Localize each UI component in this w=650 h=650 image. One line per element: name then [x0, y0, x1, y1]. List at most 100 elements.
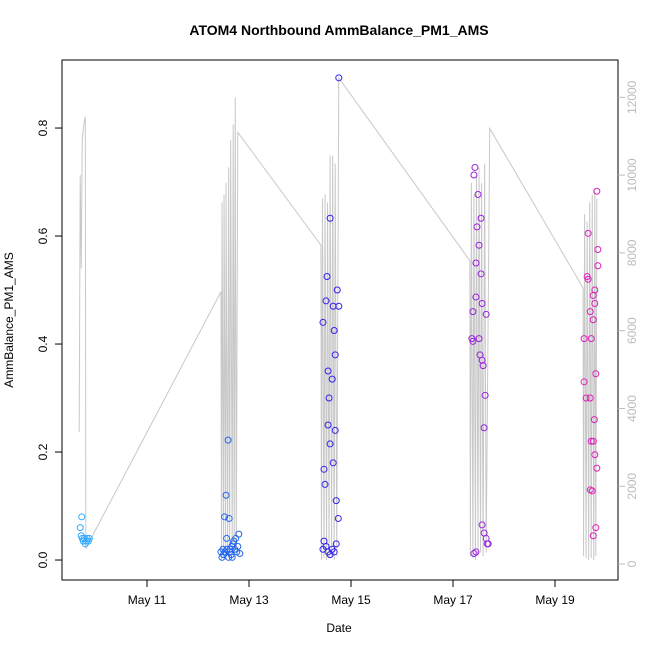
data-point — [582, 394, 590, 402]
plot-frame — [61, 59, 619, 581]
data-point — [332, 540, 340, 548]
data-point — [320, 465, 328, 473]
data-point — [324, 367, 332, 375]
y-tick-label: 0.4 — [36, 335, 50, 352]
x-axis-label: Date — [326, 621, 352, 635]
y-tick-label: 0.6 — [36, 227, 50, 244]
data-point — [592, 524, 600, 532]
y2-tick-label: 2000 — [625, 473, 639, 500]
x-tick-label: May 13 — [229, 593, 269, 607]
data-point — [470, 550, 478, 558]
x-tick-label: May 15 — [331, 593, 371, 607]
data-point — [594, 262, 602, 270]
data-point — [76, 524, 84, 532]
data-point — [328, 375, 336, 383]
x-tick-label: May 19 — [535, 593, 575, 607]
data-point — [326, 440, 334, 448]
data-point — [475, 335, 483, 343]
data-point — [221, 513, 229, 521]
data-point — [235, 530, 243, 538]
x-tick-label: May 11 — [128, 593, 167, 607]
data-point — [472, 259, 480, 267]
data-point — [478, 521, 486, 529]
data-point — [469, 337, 477, 345]
data-point — [580, 335, 588, 343]
data-point — [477, 214, 485, 222]
data-point — [580, 378, 588, 386]
data-point — [593, 187, 601, 195]
data-point — [480, 424, 488, 432]
data-point — [331, 426, 339, 434]
data-point — [225, 514, 233, 522]
y2-tick-label: 8000 — [625, 239, 639, 266]
data-point — [479, 362, 487, 370]
data-point — [469, 308, 477, 316]
data-point — [224, 436, 232, 444]
data-point — [475, 241, 483, 249]
data-point — [588, 487, 596, 495]
data-point — [589, 437, 597, 445]
data-point — [590, 416, 598, 424]
data-point — [589, 532, 597, 540]
data-point — [592, 370, 600, 378]
data-point — [333, 286, 341, 294]
data-point — [331, 351, 339, 359]
data-point — [324, 421, 332, 429]
data-point — [586, 394, 594, 402]
y-axis-label: AmmBalance_PM1_AMS — [2, 252, 16, 387]
data-point — [589, 316, 597, 324]
data-point — [222, 491, 230, 499]
data-point — [228, 553, 236, 561]
data-point — [587, 437, 595, 445]
data-point — [330, 327, 338, 335]
data-point — [584, 229, 592, 237]
y-tick-label: 0.8 — [36, 119, 50, 136]
data-point — [473, 223, 481, 231]
data-point — [472, 293, 480, 301]
data-point — [586, 308, 594, 316]
data-point — [591, 451, 599, 459]
data-point — [330, 548, 338, 556]
data-point — [481, 391, 489, 399]
y2-tick-label: 0 — [625, 560, 639, 567]
data-point — [335, 302, 343, 310]
data-point — [78, 513, 86, 521]
data-point — [478, 300, 486, 308]
y2-tick-label: 10000 — [625, 158, 639, 192]
data-point — [329, 459, 337, 467]
data-point — [223, 534, 231, 542]
data-point — [319, 318, 327, 326]
data-point — [85, 534, 93, 542]
y-tick-label: 0.2 — [36, 443, 50, 460]
data-point — [323, 273, 331, 281]
data-point — [234, 543, 242, 551]
data-point — [474, 190, 482, 198]
chart-title: ATOM4 Northbound AmmBalance_PM1_AMS — [189, 22, 488, 38]
data-point — [589, 291, 597, 299]
y-tick-label: 0.0 — [36, 551, 50, 568]
data-point — [594, 246, 602, 254]
data-point — [591, 300, 599, 308]
data-point — [470, 171, 478, 179]
y2-tick-label: 4000 — [625, 395, 639, 422]
y2-tick-label: 6000 — [625, 317, 639, 344]
x-tick-label: May 17 — [433, 593, 473, 607]
data-point — [334, 514, 342, 522]
data-point — [335, 74, 343, 82]
data-point — [326, 214, 334, 222]
data-point — [584, 275, 592, 283]
data-point — [236, 550, 244, 558]
data-point — [325, 394, 333, 402]
data-point — [471, 163, 479, 171]
data-point — [472, 548, 480, 556]
data-point — [482, 310, 490, 318]
data-point — [587, 335, 595, 343]
data-point — [593, 464, 601, 472]
data-point — [332, 497, 340, 505]
data-point — [322, 297, 330, 305]
y2-tick-label: 12000 — [625, 80, 639, 114]
data-point — [477, 270, 485, 278]
data-point — [484, 540, 492, 548]
altitude-line — [78, 76, 598, 561]
